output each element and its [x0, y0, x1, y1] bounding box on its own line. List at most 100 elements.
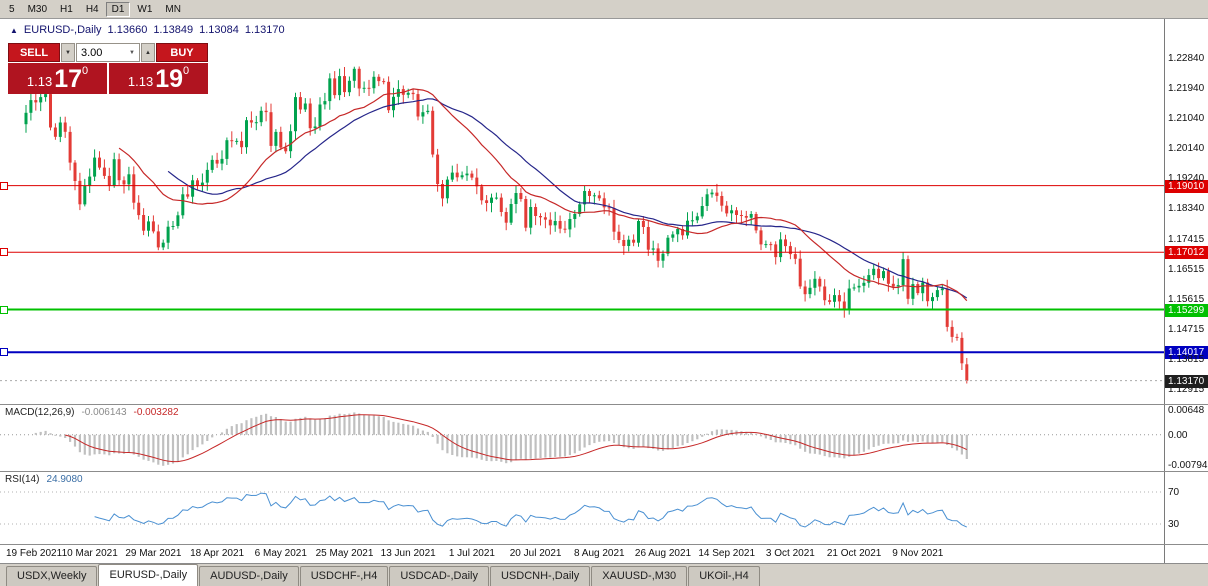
date-label: 19 Feb 2021: [6, 548, 63, 559]
level-left-marker[interactable]: [0, 348, 8, 357]
date-label: 13 Jun 2021: [380, 548, 436, 559]
price-axis: 1.19010 1.17012 1.15299 1.14017 1.22840 1.219…: [1164, 19, 1208, 404]
level-price-tag: 1.19010: [1165, 179, 1208, 193]
macd-panel: 0.00648 0.00 -0.00794 MACD(12,26,9) -0.006…: [0, 405, 1208, 471]
timeframe-button-d1[interactable]: D1: [105, 1, 131, 17]
timeframe-button-5[interactable]: 5: [3, 1, 21, 17]
chart-tab-audusd-daily[interactable]: AUDUSD-,Daily: [199, 566, 299, 586]
level-left-marker[interactable]: [0, 181, 8, 190]
macd-main-value: -0.006143: [81, 407, 127, 418]
date-label: 6 May 2021: [254, 548, 307, 559]
macd-axis-label: 0.00648: [1168, 405, 1205, 417]
timeframe-button-m30[interactable]: M30: [21, 1, 54, 17]
price-axis-label: 1.19240: [1168, 172, 1205, 184]
ohlc-close-value: 1.13170: [244, 24, 285, 36]
level-price-tag: 1.14017: [1165, 346, 1208, 360]
chart-tab-ukoil-h4[interactable]: UKOil-,H4: [688, 566, 760, 586]
chart-title: ▲ EURUSD-,Daily 1.13660 1.13849 1.13084 …: [10, 24, 285, 36]
date-label: 20 Jul 2021: [509, 548, 562, 559]
buy-button[interactable]: BUY: [156, 43, 208, 62]
panel-separator[interactable]: [0, 471, 1208, 472]
timeframe-button-h1[interactable]: H1: [54, 1, 79, 17]
trade-prices-row: 1.13 17 0 1.13 19 0: [8, 63, 208, 94]
timeframe-button-mn[interactable]: MN: [159, 1, 187, 17]
buy-price-display[interactable]: 1.13 19 0: [109, 63, 208, 94]
price-axis-label: 1.21940: [1168, 82, 1205, 94]
price-axis-label: 1.20140: [1168, 142, 1205, 154]
macd-signal-line: [65, 414, 968, 463]
one-click-trading-panel: SELL ▼ 3.00 ▼ ▲ BUY 1.13 17 0 1.13 19 0: [8, 43, 208, 94]
rsi-axis-label: 30: [1168, 519, 1180, 530]
price-axis-label: 1.13815: [1168, 354, 1205, 366]
chart-tab-usdcad-daily[interactable]: USDCAD-,Daily: [389, 566, 489, 586]
ma-slow-line: [167, 98, 968, 299]
sell-price-point: 0: [82, 65, 89, 77]
price-chart-canvas[interactable]: [0, 19, 1164, 404]
ohlc-high-value: 1.13849: [153, 24, 194, 36]
rsi-value: 24.9080: [46, 474, 83, 485]
chart-tab-xauusd-m30[interactable]: XAUUSD-,M30: [591, 566, 688, 586]
level-left-marker[interactable]: [0, 305, 8, 314]
price-axis-label: 1.18340: [1168, 202, 1205, 214]
volume-value: 3.00: [81, 46, 103, 59]
ohlc-low-value: 1.13084: [199, 24, 239, 36]
price-axis-label: 1.17415: [1168, 233, 1205, 245]
rsi-label: RSI(14) 24.9080: [5, 474, 83, 485]
symbol-arrow-icon: ▲: [10, 25, 18, 35]
sell-price-main: 1.13: [26, 74, 53, 89]
current-price-tag: 1.13170: [1165, 374, 1208, 388]
macd-axis-label: 0.00: [1168, 429, 1188, 441]
rsi-canvas[interactable]: [0, 472, 1164, 544]
date-label: 21 Oct 2021: [826, 548, 882, 559]
rsi-panel: 70 30 RSI(14) 24.9080: [0, 472, 1208, 544]
symbol-label: EURUSD-,Daily: [23, 24, 102, 36]
date-label: 9 Nov 2021: [892, 548, 944, 559]
candles: [24, 66, 969, 384]
date-label: 26 Aug 2021: [634, 548, 692, 559]
macd-canvas[interactable]: [0, 405, 1164, 471]
sell-button[interactable]: SELL: [8, 43, 60, 62]
rsi-axis-label: 70: [1168, 487, 1180, 498]
chart-tab-usdx-weekly[interactable]: USDX,Weekly: [6, 566, 98, 586]
spinner-up-icon: ▲: [145, 49, 151, 56]
price-axis-label: 1.21040: [1168, 112, 1205, 124]
date-label: 10 Mar 2021: [61, 548, 118, 559]
rsi-axis: 70 30: [1164, 472, 1208, 544]
volume-increase-button[interactable]: ▲: [141, 43, 155, 62]
macd-label: MACD(12,26,9) -0.006143 -0.003282: [5, 407, 179, 418]
price-axis-label: 1.14715: [1168, 324, 1205, 336]
chart-tab-usdchf-h4[interactable]: USDCHF-,H4: [299, 566, 389, 586]
trade-controls-row: SELL ▼ 3.00 ▼ ▲ BUY: [8, 43, 208, 62]
chart-tab-usdcnh-daily[interactable]: USDCNH-,Daily: [489, 566, 591, 586]
time-axis-corner: [1164, 545, 1208, 563]
volume-dropdown-icon[interactable]: ▼: [129, 49, 135, 56]
timeframe-button-w1[interactable]: W1: [131, 1, 159, 17]
timeframe-toolbar: 5 M30 H1 H4 D1 W1 MN: [0, 0, 1208, 19]
sell-price-display[interactable]: 1.13 17 0: [8, 63, 107, 94]
panel-separator[interactable]: [0, 404, 1208, 405]
price-axis-label: 1.22840: [1168, 52, 1205, 64]
macd-histogram: [34, 412, 968, 466]
price-chart-panel: 1.19010 1.17012 1.15299 1.14017 1.22840 1.219…: [0, 19, 1208, 404]
buy-price-point: 0: [183, 65, 190, 77]
volume-field[interactable]: 3.00 ▼: [76, 43, 140, 62]
timeframe-button-h4[interactable]: H4: [79, 1, 105, 17]
time-axis: 19 Feb 2021 10 Mar 2021 29 Mar 2021 18 Apr …: [0, 545, 1208, 563]
chart-tab-eurusd-daily[interactable]: EURUSD-,Daily: [98, 564, 199, 586]
date-label: 18 Apr 2021: [190, 548, 245, 559]
buy-price-main: 1.13: [127, 74, 154, 89]
price-axis-label: 1.16515: [1168, 263, 1205, 275]
volume-decrease-button[interactable]: ▼: [61, 43, 75, 62]
date-label: 8 Aug 2021: [573, 548, 625, 559]
level-price-tag: 1.15299: [1165, 303, 1208, 317]
price-axis-label: 1.15615: [1168, 293, 1205, 305]
buy-price-pips: 19: [155, 65, 183, 93]
rsi-line: [94, 492, 968, 528]
chart-tabs-bar: USDX,Weekly EURUSD-,Daily AUDUSD-,Daily USD…: [0, 563, 1208, 586]
date-label: 25 May 2021: [315, 548, 374, 559]
panel-separator[interactable]: [0, 544, 1208, 545]
level-left-marker[interactable]: [0, 248, 8, 257]
level-price-tag: 1.17012: [1165, 246, 1208, 260]
date-label: 1 Jul 2021: [448, 548, 495, 559]
